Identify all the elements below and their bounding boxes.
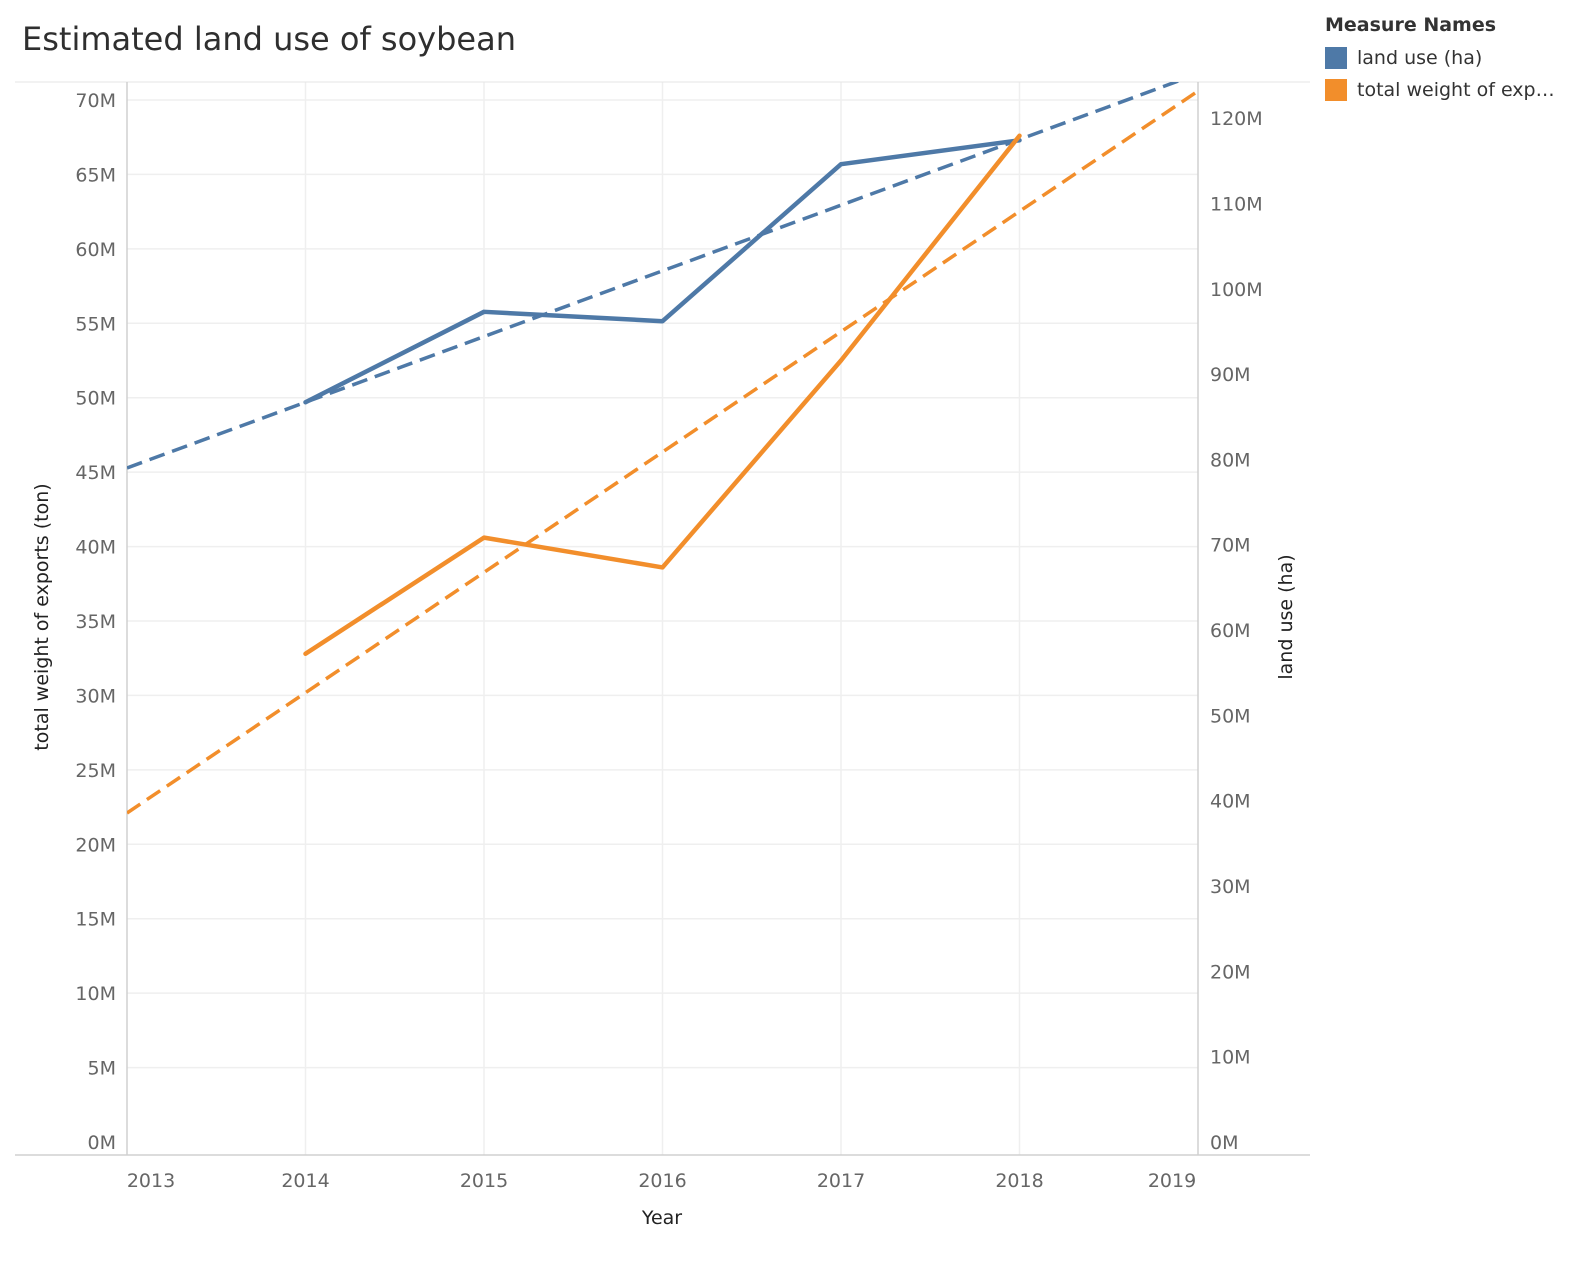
x-tick-label: 2014 — [281, 1170, 329, 1192]
x-tick-label: 2017 — [817, 1170, 865, 1192]
y-left-tick-label: 45M — [75, 462, 116, 484]
x-tick-label: 2019 — [1148, 1170, 1196, 1192]
y-axis-left-title: total weight of exports (ton) — [31, 483, 53, 750]
y-right-tick-label: 0M — [1210, 1132, 1238, 1154]
data-point-land-use[interactable] — [657, 315, 669, 327]
y-left-tick-label: 30M — [75, 685, 116, 707]
series-line-total-weight[interactable] — [303, 133, 1022, 656]
legend-item-land-use[interactable]: land use (ha) — [1325, 42, 1590, 74]
legend-item-total-weight[interactable]: total weight of expor.. — [1325, 74, 1590, 106]
axes — [15, 81, 1310, 1156]
y-right-tick-label: 50M — [1210, 705, 1251, 727]
y-right-tick-label: 10M — [1210, 1047, 1251, 1069]
y-axis-right-title: land use (ha) — [1275, 554, 1297, 679]
legend: Measure Names land use (ha) total weight… — [1325, 14, 1590, 106]
chart-title: Estimated land use of soybean — [22, 20, 516, 58]
y-right-tick-label: 110M — [1210, 193, 1263, 215]
grid-lines — [127, 82, 1198, 1155]
y-left-tick-label: 55M — [75, 313, 116, 335]
y-right-tick-label: 90M — [1210, 364, 1251, 386]
tick-labels: 2013 2014 2015 2016 2017 2018 2019 0M 5M 10M 15M 20… — [75, 90, 1262, 1192]
legend-swatch-total-weight — [1325, 79, 1347, 101]
data-point-total-weight[interactable] — [300, 648, 312, 660]
data-point-land-use[interactable] — [835, 158, 847, 170]
y-left-tick-label: 0M — [88, 1132, 116, 1154]
y-right-tick-label: 40M — [1210, 791, 1251, 813]
data-point-total-weight[interactable] — [657, 561, 669, 573]
y-right-tick-label: 120M — [1210, 108, 1263, 130]
y-right-tick-label: 80M — [1210, 449, 1251, 471]
y-left-tick-label: 70M — [75, 90, 116, 112]
y-left-tick-label: 40M — [75, 537, 116, 559]
data-point-total-weight[interactable] — [478, 532, 490, 544]
y-left-tick-label: 20M — [75, 834, 116, 856]
data-point-land-use[interactable] — [300, 396, 312, 408]
data-point-land-use[interactable] — [478, 306, 490, 318]
x-tick-label: 2015 — [460, 1170, 508, 1192]
x-axis-title: Year — [641, 1207, 682, 1229]
data-point-total-weight[interactable] — [835, 355, 847, 367]
y-right-tick-label: 70M — [1210, 535, 1251, 557]
y-left-tick-label: 50M — [75, 388, 116, 410]
series-line-land-use[interactable] — [303, 138, 1022, 405]
y-left-tick-label: 65M — [75, 164, 116, 186]
y-left-tick-label: 5M — [88, 1058, 116, 1080]
y-left-tick-label: 10M — [75, 983, 116, 1005]
y-right-tick-label: 100M — [1210, 279, 1263, 301]
data-point-total-weight[interactable] — [1014, 130, 1026, 142]
y-right-tick-label: 20M — [1210, 961, 1251, 983]
y-right-tick-label: 30M — [1210, 876, 1251, 898]
x-tick-label: 2018 — [995, 1170, 1043, 1192]
series-lines — [300, 130, 1026, 660]
y-left-tick-label: 35M — [75, 611, 116, 633]
y-left-tick-label: 25M — [75, 760, 116, 782]
legend-swatch-land-use — [1325, 47, 1347, 69]
x-tick-label: 2016 — [638, 1170, 686, 1192]
y-right-tick-label: 60M — [1210, 620, 1251, 642]
y-left-tick-label: 15M — [75, 909, 116, 931]
legend-title: Measure Names — [1325, 14, 1497, 36]
x-tick-label: 2013 — [127, 1170, 175, 1192]
y-left-tick-label: 60M — [75, 239, 116, 261]
